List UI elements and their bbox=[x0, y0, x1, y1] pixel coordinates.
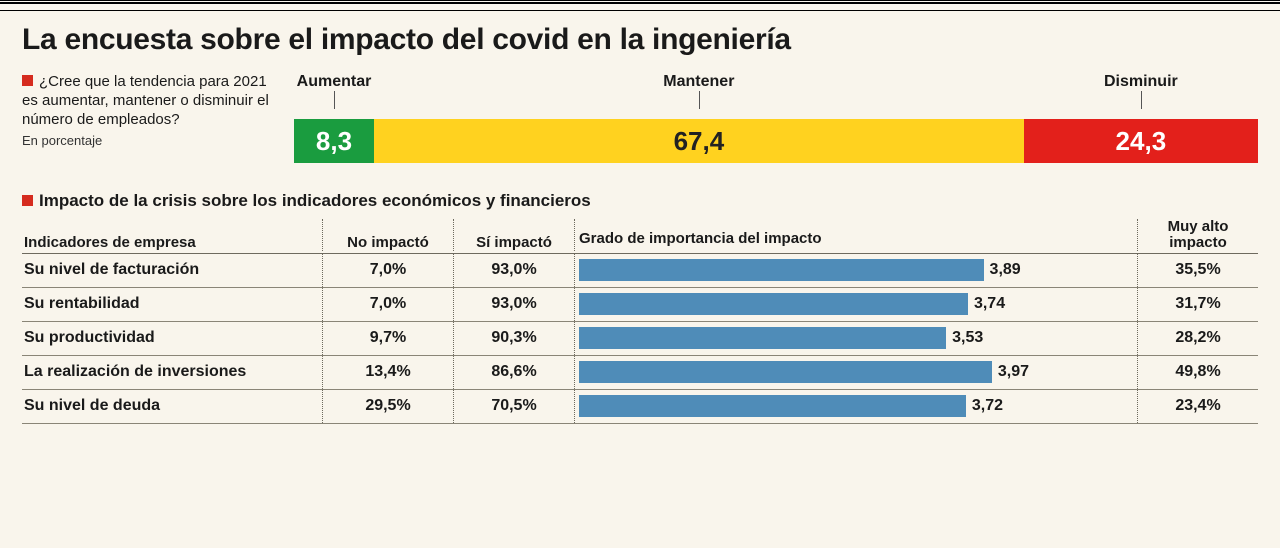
stacked-bar-label: Aumentar bbox=[294, 73, 374, 91]
impact-bar bbox=[579, 327, 946, 349]
cell-alto: 31,7% bbox=[1138, 295, 1258, 313]
question-text: ¿Cree que la tendencia para 2021 es aume… bbox=[22, 73, 270, 129]
stacked-bar-segment: 8,3 bbox=[294, 119, 374, 163]
cell-si: 70,5% bbox=[454, 397, 574, 415]
cell-alto: 49,8% bbox=[1138, 363, 1258, 381]
table-row: Su nivel de facturación7,0%93,0% 3,89 35,5… bbox=[22, 254, 1258, 288]
table-row: Su productividad9,7%90,3% 3,53 28,2% bbox=[22, 322, 1258, 356]
impact-bar-value: 3,89 bbox=[990, 261, 1021, 279]
cell-no: 9,7% bbox=[323, 329, 453, 347]
stacked-bar: 8,367,424,3 bbox=[294, 119, 1258, 163]
table-header-row: Indicadores de empresa No impactó Sí imp… bbox=[22, 219, 1258, 254]
question-note: En porcentaje bbox=[22, 133, 270, 149]
cell-grado: 3,74 bbox=[575, 289, 1137, 319]
impact-heading: Impacto de la crisis sobre los indicador… bbox=[22, 191, 1258, 211]
impact-bar-value: 3,97 bbox=[998, 363, 1029, 381]
impact-bar-value: 3,74 bbox=[974, 295, 1005, 313]
page-title: La encuesta sobre el impacto del covid e… bbox=[22, 23, 1258, 57]
stacked-bar-labels: AumentarMantenerDisminuir bbox=[294, 73, 1258, 91]
cell-alto: 28,2% bbox=[1138, 329, 1258, 347]
impact-table: Indicadores de empresa No impactó Sí imp… bbox=[22, 219, 1258, 424]
question-row: ¿Cree que la tendencia para 2021 es aume… bbox=[22, 73, 1258, 163]
stacked-bar-segment: 24,3 bbox=[1024, 119, 1258, 163]
table-row: Su rentabilidad7,0%93,0% 3,74 31,7% bbox=[22, 288, 1258, 322]
table-row: Su nivel de deuda29,5%70,5% 3,72 23,4% bbox=[22, 390, 1258, 424]
cell-no: 7,0% bbox=[323, 295, 453, 313]
stacked-bar-segment: 67,4 bbox=[374, 119, 1024, 163]
impact-bar bbox=[579, 395, 966, 417]
col-si: Sí impactó bbox=[454, 234, 574, 251]
stacked-bar-chart: AumentarMantenerDisminuir 8,367,424,3 bbox=[294, 73, 1258, 163]
cell-si: 90,3% bbox=[454, 329, 574, 347]
stacked-bar-label: Disminuir bbox=[1024, 73, 1258, 91]
cell-grado: 3,97 bbox=[575, 357, 1137, 387]
cell-no: 29,5% bbox=[323, 397, 453, 415]
impact-bar-value: 3,72 bbox=[972, 397, 1003, 415]
cell-grado: 3,89 bbox=[575, 255, 1137, 285]
cell-no: 7,0% bbox=[323, 261, 453, 279]
impact-bar bbox=[579, 293, 968, 315]
cell-indicador: La realización de inversiones bbox=[22, 363, 322, 381]
col-indicador: Indicadores de empresa bbox=[22, 234, 322, 251]
table-row: La realización de inversiones13,4%86,6% 3… bbox=[22, 356, 1258, 390]
impact-section: Impacto de la crisis sobre los indicador… bbox=[22, 191, 1258, 424]
cell-alto: 23,4% bbox=[1138, 397, 1258, 415]
infographic-page: La encuesta sobre el impacto del covid e… bbox=[0, 0, 1280, 548]
impact-bar-value: 3,53 bbox=[952, 329, 983, 347]
col-no: No impactó bbox=[323, 234, 453, 251]
cell-grado: 3,72 bbox=[575, 391, 1137, 421]
cell-indicador: Su nivel de facturación bbox=[22, 261, 322, 279]
cell-si: 93,0% bbox=[454, 295, 574, 313]
impact-bar bbox=[579, 259, 984, 281]
cell-indicador: Su productividad bbox=[22, 329, 322, 347]
cell-no: 13,4% bbox=[323, 363, 453, 381]
table-body: Su nivel de facturación7,0%93,0% 3,89 35,5… bbox=[22, 254, 1258, 424]
stacked-bar-label: Mantener bbox=[374, 73, 1024, 91]
col-grado: Grado de importancia del impacto bbox=[575, 226, 1137, 251]
impact-bar bbox=[579, 361, 992, 383]
question-block: ¿Cree que la tendencia para 2021 es aume… bbox=[22, 73, 270, 150]
col-alto: Muy alto impacto bbox=[1138, 219, 1258, 251]
cell-alto: 35,5% bbox=[1138, 261, 1258, 279]
cell-si: 86,6% bbox=[454, 363, 574, 381]
cell-indicador: Su nivel de deuda bbox=[22, 397, 322, 415]
cell-si: 93,0% bbox=[454, 261, 574, 279]
cell-indicador: Su rentabilidad bbox=[22, 295, 322, 313]
cell-grado: 3,53 bbox=[575, 323, 1137, 353]
